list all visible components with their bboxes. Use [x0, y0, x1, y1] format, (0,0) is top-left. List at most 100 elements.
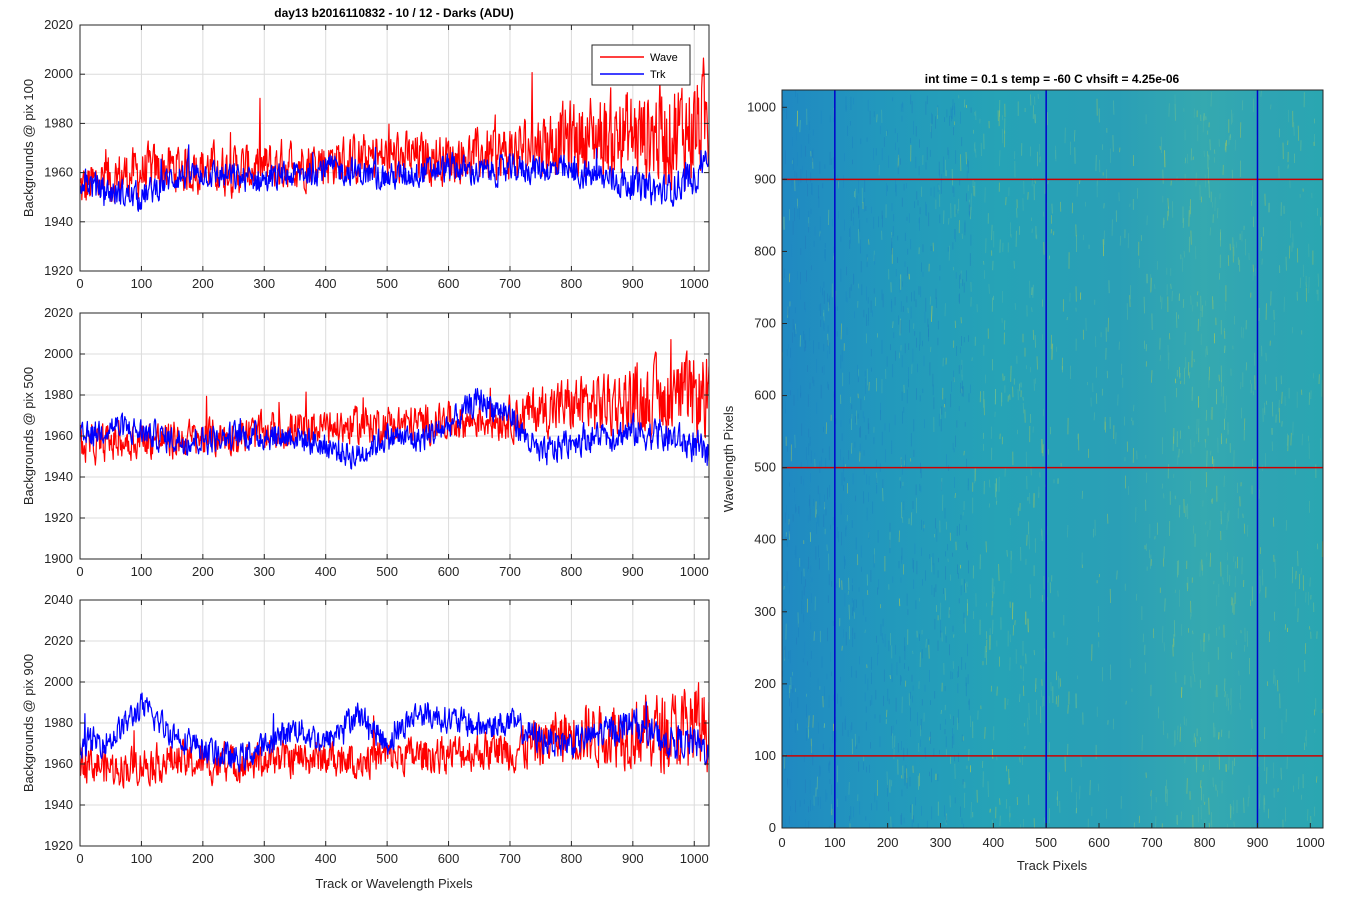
x-tick-label: 1000: [680, 276, 709, 291]
line-chart-pix-900: 0 100 200 300 400 500 600 700 800 900 1000 1920 1940…: [21, 592, 710, 891]
series-line-trk: [80, 387, 709, 470]
heatmap-streak: [898, 530, 900, 543]
y-tick-label: 500: [754, 460, 776, 475]
heatmap-streak: [886, 709, 888, 718]
heatmap-title: int time = 0.1 s temp = -60 C vhsift = 4…: [925, 72, 1180, 86]
heatmap-streak: [1034, 180, 1036, 184]
heatmap-streak: [1260, 90, 1262, 97]
y-tick-label: 2000: [44, 66, 73, 81]
heatmap-frame: [781, 89, 1324, 829]
heatmap-streak: [1150, 277, 1152, 293]
x-tick-label: 700: [499, 564, 521, 579]
x-tick-label: 100: [131, 851, 153, 866]
series-line-trk: [80, 144, 709, 212]
figure-title: day13 b2016110832 - 10 / 12 - Darks (ADU…: [274, 6, 513, 20]
x-tick-label: 900: [622, 851, 644, 866]
heatmap-streak: [1230, 705, 1232, 715]
heatmap-streak: [1032, 284, 1034, 298]
x-tick-label: 1000: [680, 851, 709, 866]
x-tick-label: 100: [131, 276, 153, 291]
ticks: 0 100 200 300 400 500 600 700 800 900 1000 1900 1920…: [44, 305, 709, 579]
x-tick-label: 900: [1247, 835, 1269, 850]
heatmap-streak: [1271, 401, 1274, 417]
x-tick-label: 200: [192, 851, 214, 866]
heatmap-streak: [1317, 273, 1319, 287]
heatmap-streak: [925, 638, 927, 648]
heatmap-streak: [1195, 757, 1197, 773]
heatmap-streak: [1093, 412, 1095, 421]
heatmap-streak: [954, 493, 956, 499]
heatmap-streak: [868, 239, 870, 245]
heatmap-streak: [989, 479, 991, 488]
heatmap-texture: [782, 90, 1323, 828]
heatmap-streak: [1207, 530, 1209, 537]
heatmap-streak: [1228, 510, 1230, 522]
heatmap-streak: [1210, 92, 1212, 107]
heatmap-streak: [931, 305, 933, 322]
y-tick-label: 100: [754, 748, 776, 763]
heatmap-streak: [1212, 296, 1214, 310]
x-tick-label: 200: [877, 835, 899, 850]
heatmap-streak: [1209, 227, 1211, 236]
series-line-wave: [80, 682, 709, 789]
x-axis-label: Track or Wavelength Pixels: [315, 876, 473, 891]
heatmap-streak: [1028, 534, 1030, 550]
y-tick-label: 2020: [44, 17, 73, 32]
heatmap-streak: [1200, 780, 1202, 788]
y-tick-label: 1940: [44, 214, 73, 229]
heatmap-streak: [1308, 276, 1310, 294]
x-tick-label: 800: [561, 564, 583, 579]
heatmap-streak: [1203, 150, 1205, 157]
heatmap-streak: [1151, 370, 1153, 383]
heatmap-streak: [1164, 598, 1166, 612]
y-tick-label: 2040: [44, 592, 73, 607]
x-tick-label: 200: [192, 564, 214, 579]
legend: Wave Trk: [591, 44, 691, 86]
x-tick-label: 300: [253, 276, 275, 291]
heatmap-streak: [851, 442, 853, 454]
heatmap-streak: [1162, 720, 1165, 736]
y-tick-label: 200: [754, 676, 776, 691]
y-tick-label: 300: [754, 604, 776, 619]
heatmap-streak: [1006, 549, 1008, 557]
x-tick-label: 200: [192, 276, 214, 291]
legend-box: [591, 44, 691, 86]
line-chart-pix-500: 0 100 200 300 400 500 600 700 800 900 1000 1900 1920…: [21, 305, 710, 579]
heatmap-streak: [1074, 129, 1076, 142]
x-tick-label: 500: [376, 276, 398, 291]
heatmap-streak: [1188, 372, 1191, 379]
heatmap-streak: [1067, 524, 1069, 538]
heatmap-streak: [1182, 218, 1185, 229]
heatmap-streak: [1278, 407, 1281, 423]
legend-label-wave: Wave: [650, 52, 678, 64]
heatmap-streak: [984, 726, 986, 739]
heatmap-streak: [1270, 104, 1272, 110]
y-axis-label: Backgrounds @ pix 100: [21, 79, 36, 217]
x-tick-label: 600: [1088, 835, 1110, 850]
heatmap-chart: int time = 0.1 s temp = -60 C vhsift = 4…: [721, 72, 1325, 873]
x-tick-label: 100: [131, 564, 153, 579]
heatmap-streak: [965, 583, 967, 593]
series-group: [80, 682, 709, 789]
y-tick-label: 700: [754, 316, 776, 331]
y-axis-label: Backgrounds @ pix 500: [21, 367, 36, 505]
heatmap-streak: [1275, 376, 1277, 391]
y-tick-label: 1940: [44, 797, 73, 812]
x-tick-label: 1000: [1296, 835, 1325, 850]
legend-label-trk: Trk: [650, 69, 666, 81]
heatmap-streak: [975, 148, 977, 158]
heatmap-streak: [1243, 797, 1245, 814]
heatmap-streak: [1297, 125, 1300, 141]
heatmap-streak: [1032, 329, 1035, 340]
y-tick-label: 1940: [44, 469, 73, 484]
heatmap-streak: [1309, 626, 1311, 630]
x-tick-label: 600: [438, 851, 460, 866]
heatmap-streak: [1127, 233, 1130, 249]
heatmap-y-axis-label: Wavelength Pixels: [721, 405, 736, 512]
heatmap-streak: [1031, 307, 1033, 312]
heatmap-streak: [1205, 521, 1207, 525]
heatmap-streak: [1028, 702, 1030, 720]
y-tick-label: 400: [754, 532, 776, 547]
heatmap-streak: [799, 120, 801, 133]
heatmap-streak: [988, 283, 990, 294]
